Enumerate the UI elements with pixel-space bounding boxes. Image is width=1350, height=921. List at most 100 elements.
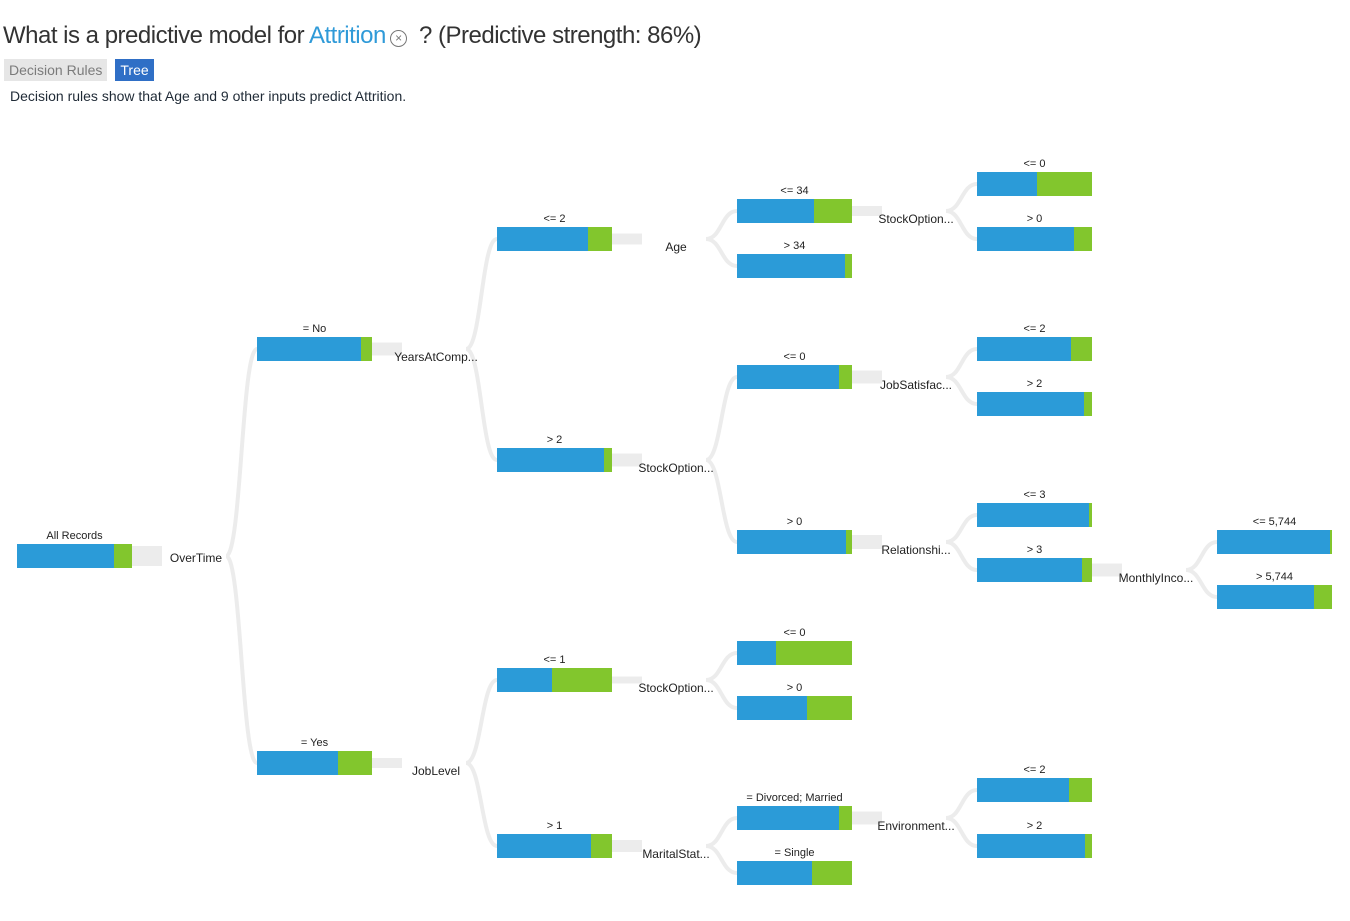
bar-no-segment xyxy=(1217,530,1330,554)
tree-link xyxy=(945,347,978,379)
bar-yes-segment xyxy=(361,337,372,361)
tab-tree[interactable]: Tree xyxy=(115,59,154,81)
tree-node-env_gt2[interactable]: > 2 xyxy=(977,820,1092,858)
node-label: > 0 xyxy=(787,516,803,528)
tree-links xyxy=(132,182,1218,875)
split-label: StockOption... xyxy=(638,461,713,475)
tree-node-ms_single[interactable]: = Single xyxy=(737,847,852,885)
tree-node-mi_gt5744[interactable]: > 5,744 xyxy=(1217,571,1332,609)
split-label: StockOption... xyxy=(878,212,953,226)
node-label: <= 1 xyxy=(543,654,565,666)
tree-node-ms_div[interactable]: = Divorced; Married Environment... xyxy=(737,792,955,833)
bar-no-segment xyxy=(737,696,807,720)
split-label: JobLevel xyxy=(412,764,460,778)
tree-node-ot_yes[interactable]: = Yes JobLevel xyxy=(257,737,460,778)
clear-target-icon[interactable]: × xyxy=(389,30,407,47)
split-label: YearsAtComp... xyxy=(394,350,478,364)
bar-yes-segment xyxy=(1085,834,1092,858)
tree-link xyxy=(945,209,978,241)
bar-no-segment xyxy=(977,503,1089,527)
bar-no-segment xyxy=(497,834,591,858)
bar-no-segment xyxy=(977,227,1074,251)
bar-yes-segment xyxy=(114,544,132,568)
bar-no-segment xyxy=(737,199,814,223)
bar-no-segment xyxy=(737,530,846,554)
bar-no-segment xyxy=(737,806,839,830)
node-label: = Yes xyxy=(301,737,329,749)
tree-node-env_le2[interactable]: <= 2 xyxy=(977,764,1092,802)
bar-no-segment xyxy=(17,544,114,568)
tree-link xyxy=(464,237,499,351)
tree-node-jl_le1[interactable]: <= 1 StockOption... xyxy=(497,654,714,695)
bar-yes-segment xyxy=(839,806,852,830)
summary-text: Decision rules show that Age and 9 other… xyxy=(10,88,407,104)
bar-yes-segment xyxy=(776,641,852,665)
split-label: Age xyxy=(665,240,687,254)
tree-node-so1_le0[interactable]: <= 0 xyxy=(977,158,1092,196)
tree-link xyxy=(945,513,978,544)
node-label: <= 2 xyxy=(543,213,565,225)
split-label: JobSatisfac... xyxy=(880,378,952,392)
tree-node-js_gt2[interactable]: > 2 xyxy=(977,378,1092,416)
tree-link xyxy=(465,761,498,848)
bar-no-segment xyxy=(737,254,845,278)
bar-yes-segment xyxy=(1071,337,1092,361)
bar-yes-segment xyxy=(604,448,612,472)
tree-node-rs_le3[interactable]: <= 3 xyxy=(977,489,1092,527)
tree-node-so2_gt0[interactable]: > 0 Relationshi... xyxy=(737,516,951,557)
bar-no-segment xyxy=(737,861,812,885)
node-label: > 1 xyxy=(547,820,563,832)
tree-node-so3_le0[interactable]: <= 0 xyxy=(737,627,852,665)
bar-yes-segment xyxy=(552,668,612,692)
tree-node-so3_gt0[interactable]: > 0 xyxy=(737,682,852,720)
tree-node-js_le2[interactable]: <= 2 xyxy=(977,323,1092,361)
bar-no-segment xyxy=(977,172,1037,196)
node-label: > 2 xyxy=(1027,820,1043,832)
bar-yes-segment xyxy=(1074,227,1092,251)
node-label: <= 34 xyxy=(780,185,808,197)
tree-node-mi_le5744[interactable]: <= 5,744 xyxy=(1217,516,1332,554)
tree-node-so2_le0[interactable]: <= 0 JobSatisfac... xyxy=(737,351,952,392)
tree-node-yac_gt2[interactable]: > 2 StockOption... xyxy=(497,434,714,475)
tree-node-rs_gt3[interactable]: > 3 MonthlyInco... xyxy=(977,544,1193,585)
tree-node-age_gt34[interactable]: > 34 xyxy=(737,240,852,278)
tree-link xyxy=(705,458,738,544)
node-label: <= 3 xyxy=(1023,489,1045,501)
tree-link xyxy=(945,375,978,406)
tree-node-yac_le2[interactable]: <= 2 Age xyxy=(497,213,687,254)
tree-node-jl_gt1[interactable]: > 1 MaritalStat... xyxy=(497,820,710,861)
split-label: StockOption... xyxy=(638,681,713,695)
tab-decision-rules[interactable]: Decision Rules xyxy=(4,59,108,81)
tree-link xyxy=(945,816,978,848)
node-label: <= 5,744 xyxy=(1253,516,1296,528)
bar-yes-segment xyxy=(1084,392,1092,416)
title-suffix: ? (Predictive strength: 86%) xyxy=(419,22,702,49)
node-label: > 5,744 xyxy=(1256,571,1293,583)
tree-node-root[interactable]: All Records OverTime xyxy=(17,530,222,568)
node-label: > 3 xyxy=(1027,544,1043,556)
target-field[interactable]: Attrition xyxy=(308,22,386,49)
bar-no-segment xyxy=(977,834,1085,858)
tree-node-ot_no[interactable]: = No YearsAtComp... xyxy=(257,323,478,364)
tree-link xyxy=(705,237,738,268)
bar-yes-segment xyxy=(1069,778,1092,802)
bar-no-segment xyxy=(977,778,1069,802)
tree-node-so1_gt0[interactable]: > 0 xyxy=(977,213,1092,251)
tree-link xyxy=(1185,540,1218,572)
tree-node-age_le34[interactable]: <= 34 StockOption... xyxy=(737,185,954,226)
split-label: MaritalStat... xyxy=(642,847,709,861)
node-label: = No xyxy=(303,323,327,335)
node-label: > 0 xyxy=(1027,213,1043,225)
node-label: All Records xyxy=(46,530,103,542)
node-label: <= 2 xyxy=(1023,764,1045,776)
tree-link xyxy=(705,844,738,875)
bar-no-segment xyxy=(737,641,776,665)
bar-no-segment xyxy=(257,337,361,361)
tree-link xyxy=(705,816,738,848)
node-label: <= 0 xyxy=(783,351,805,363)
bar-yes-segment xyxy=(338,751,372,775)
bar-yes-segment xyxy=(845,254,852,278)
title-prefix: What is a predictive model for xyxy=(3,22,305,49)
node-label: <= 0 xyxy=(1023,158,1045,170)
